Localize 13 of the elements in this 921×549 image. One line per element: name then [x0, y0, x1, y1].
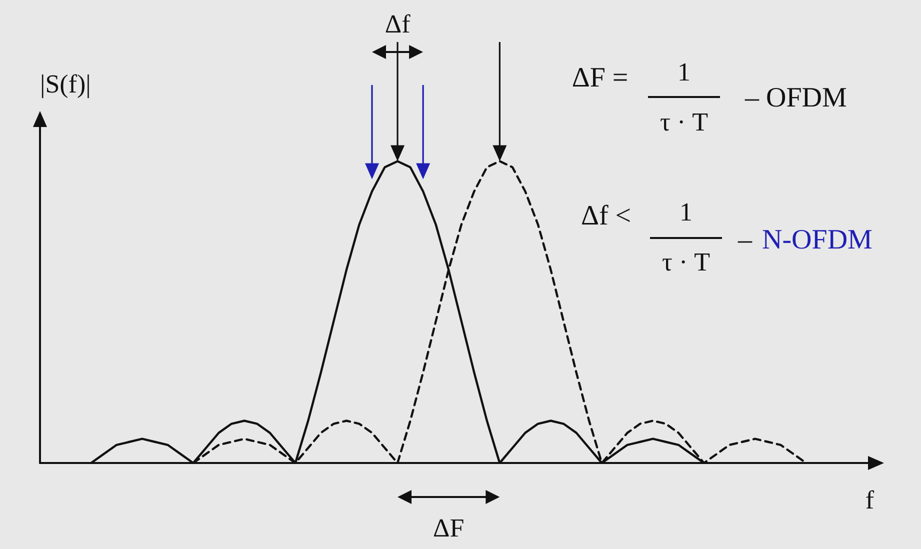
text: – OFDM [744, 82, 848, 114]
y-axis-title: |S(f)| [40, 70, 91, 98]
x-axis-title: f [865, 486, 874, 514]
annotation: Δf < [580, 200, 632, 232]
text: ΔF = [572, 62, 628, 94]
text: ΔF [433, 514, 464, 542]
annotation: – [737, 224, 753, 256]
text: Δf [384, 10, 411, 38]
text: 1 [678, 58, 690, 86]
annotation: 1 [680, 198, 692, 226]
annotation: N-OFDM [762, 224, 873, 256]
text: τ · T [660, 108, 708, 136]
annotation: τ · T [662, 248, 710, 276]
